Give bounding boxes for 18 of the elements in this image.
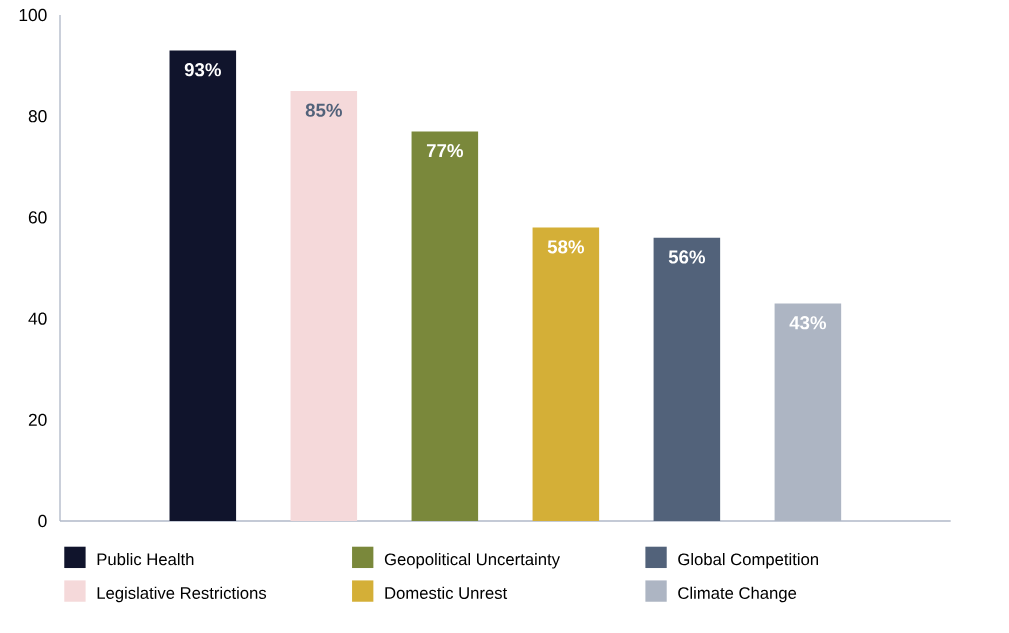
data-label: 77% xyxy=(426,144,464,158)
y-tick-label: 0 xyxy=(38,514,47,528)
y-tick-label: 60 xyxy=(28,211,47,224)
legend-label: Global Competition xyxy=(678,552,818,569)
legend-label: Domestic Unrest xyxy=(385,586,508,599)
legend-label: Geopolitical Uncertainty xyxy=(384,552,560,569)
data-label: 93% xyxy=(184,63,221,77)
y-tick-label: 100 xyxy=(19,8,47,22)
data-label: 85% xyxy=(305,103,342,117)
legend-label: Public Health xyxy=(97,552,194,566)
data-label: 43% xyxy=(789,316,827,330)
y-tick-label: 80 xyxy=(28,110,47,123)
y-tick-label: 20 xyxy=(28,413,47,426)
y-tick-label: 40 xyxy=(28,312,47,325)
data-label: 56% xyxy=(668,250,706,264)
legend-label: Legislative Restrictions xyxy=(97,586,267,603)
legend-label: Climate Change xyxy=(678,586,797,603)
data-label: 58% xyxy=(547,240,585,254)
